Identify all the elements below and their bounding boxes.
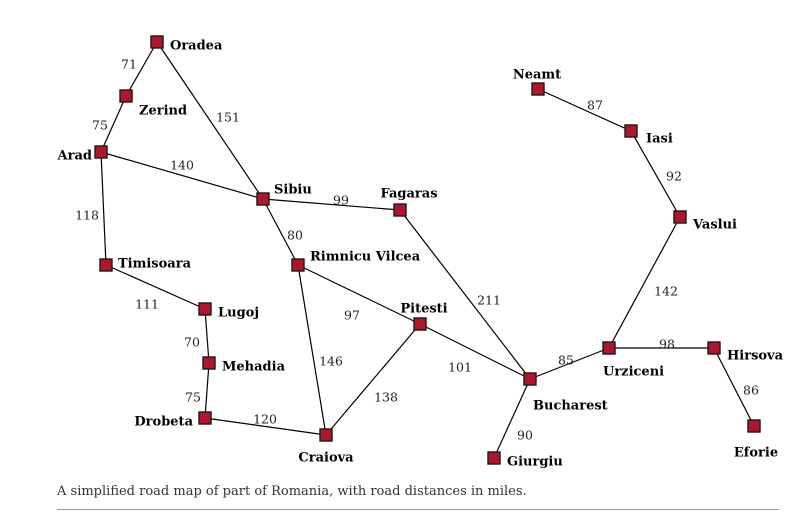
city-label-craiova: Craiova (298, 451, 354, 466)
road-zerind-arad (100, 95, 127, 153)
city-label-drobeta: Drobeta (134, 415, 193, 430)
city-label-giurgiu: Giurgiu (507, 455, 563, 470)
road-iasi-neamt (537, 88, 632, 132)
road-sibiu-fagaras (262, 198, 401, 211)
city-marker-hirsova (707, 341, 721, 355)
city-marker-pitesti (413, 317, 427, 331)
road-vaslui-iasi (630, 130, 681, 218)
city-marker-bucharest (523, 372, 537, 386)
road-bucharest-giurgiu (493, 378, 531, 459)
distances-layer: 71 75 151 140 118 111 70 75 120 99 80 97 146 138 211 10… (75, 57, 759, 443)
road-bucharest-urziceni (529, 347, 610, 380)
distance-label-bucharest-urziceni: 85 (558, 353, 574, 368)
distance-label-urziceni-hirsova: 98 (659, 337, 675, 352)
city-marker-lugoj (198, 302, 212, 316)
distance-label-rimnicu-vilcea-pitesti: 97 (344, 308, 360, 323)
distance-label-lugoj-mehadia: 70 (184, 335, 200, 350)
city-label-zerind: Zerind (139, 104, 187, 119)
distance-label-rimnicu-vilcea-craiova: 146 (319, 354, 343, 369)
road-craiova-pitesti (325, 323, 421, 436)
road-lugoj-mehadia (204, 308, 210, 364)
roads-layer (100, 41, 755, 459)
city-label-timisoara: Timisoara (118, 257, 192, 272)
road-urziceni-vaslui (608, 216, 681, 349)
distance-label-oradea-sibiu: 151 (216, 110, 240, 125)
city-marker-urziceni (602, 341, 616, 355)
city-marker-arad (94, 145, 108, 159)
city-label-eforie: Eforie (734, 446, 778, 461)
road-oradea-zerind (125, 41, 158, 97)
city-label-hirsova: Hirsova (727, 349, 784, 364)
city-marker-vaslui (673, 210, 687, 224)
city-marker-rimnicu-vilcea (291, 258, 305, 272)
distance-label-arad-sibiu: 140 (170, 158, 194, 173)
city-marker-zerind (119, 89, 133, 103)
distance-label-drobeta-craiova: 120 (253, 412, 277, 427)
road-timisoara-lugoj (105, 264, 206, 310)
distance-label-oradea-zerind: 71 (121, 57, 137, 72)
distance-label-mehadia-drobeta: 75 (185, 390, 201, 405)
city-marker-mehadia (202, 356, 216, 370)
distance-label-fagaras-bucharest: 211 (477, 293, 501, 308)
city-marker-neamt (531, 82, 545, 96)
city-marker-oradea (150, 35, 164, 49)
city-marker-eforie (747, 419, 761, 433)
distance-label-iasi-neamt: 87 (587, 98, 603, 113)
city-label-vaslui: Vaslui (692, 218, 737, 233)
city-marker-fagaras (393, 203, 407, 217)
city-label-oradea: Oradea (170, 39, 223, 54)
city-label-sibiu: Sibiu (274, 183, 312, 198)
road-rimnicu-vilcea-craiova (297, 264, 327, 436)
distance-label-craiova-pitesti: 138 (374, 390, 398, 405)
city-label-fagaras: Fagaras (380, 187, 437, 202)
road-rimnicu-vilcea-pitesti (297, 264, 421, 325)
road-arad-timisoara (100, 151, 107, 266)
road-sibiu-rimnicu-vilcea (262, 198, 299, 266)
road-oradea-sibiu (156, 41, 264, 200)
city-label-lugoj: Lugoj (218, 306, 259, 321)
city-label-pitesti: Pitesti (400, 302, 447, 317)
distance-label-sibiu-rimnicu-vilcea: 80 (287, 228, 303, 243)
cities-layer: Oradea Zerind Arad Timisoara Lugoj Mehadia Dro… (57, 35, 784, 470)
city-marker-craiova (319, 428, 333, 442)
distance-label-vaslui-iasi: 92 (666, 169, 682, 184)
distance-label-zerind-arad: 75 (92, 118, 108, 133)
city-marker-iasi (624, 124, 638, 138)
city-label-rimnicu-vilcea: Rimnicu Vilcea (310, 250, 421, 265)
distance-label-arad-timisoara: 118 (75, 208, 99, 223)
city-marker-timisoara (99, 258, 113, 272)
city-label-mehadia: Mehadia (222, 360, 286, 375)
figure-caption: A simplified road map of part of Romania… (57, 484, 527, 499)
road-arad-sibiu (100, 151, 264, 200)
distance-label-urziceni-vaslui: 142 (654, 284, 678, 299)
city-label-iasi: Iasi (646, 132, 673, 147)
caption-divider (57, 509, 779, 510)
city-marker-giurgiu (487, 451, 501, 465)
distance-label-hirsova-eforie: 86 (743, 383, 759, 398)
distance-label-bucharest-giurgiu: 90 (517, 428, 533, 443)
distance-label-pitesti-bucharest: 101 (448, 360, 472, 375)
city-marker-sibiu (256, 192, 270, 206)
road-fagaras-bucharest (399, 209, 531, 380)
city-label-arad: Arad (57, 149, 92, 164)
city-label-neamt: Neamt (513, 68, 561, 83)
road-mehadia-drobeta (204, 362, 210, 419)
city-marker-drobeta (198, 411, 212, 425)
romania-road-map: 71 75 151 140 118 111 70 75 120 99 80 97 146 138 211 10… (57, 35, 784, 470)
road-hirsova-eforie (713, 347, 755, 427)
road-drobeta-craiova (204, 417, 327, 436)
distance-label-timisoara-lugoj: 111 (135, 297, 159, 312)
city-label-urziceni: Urziceni (603, 365, 664, 380)
road-pitesti-bucharest (419, 323, 531, 380)
distance-label-sibiu-fagaras: 99 (333, 193, 349, 208)
city-label-bucharest: Bucharest (533, 399, 608, 414)
